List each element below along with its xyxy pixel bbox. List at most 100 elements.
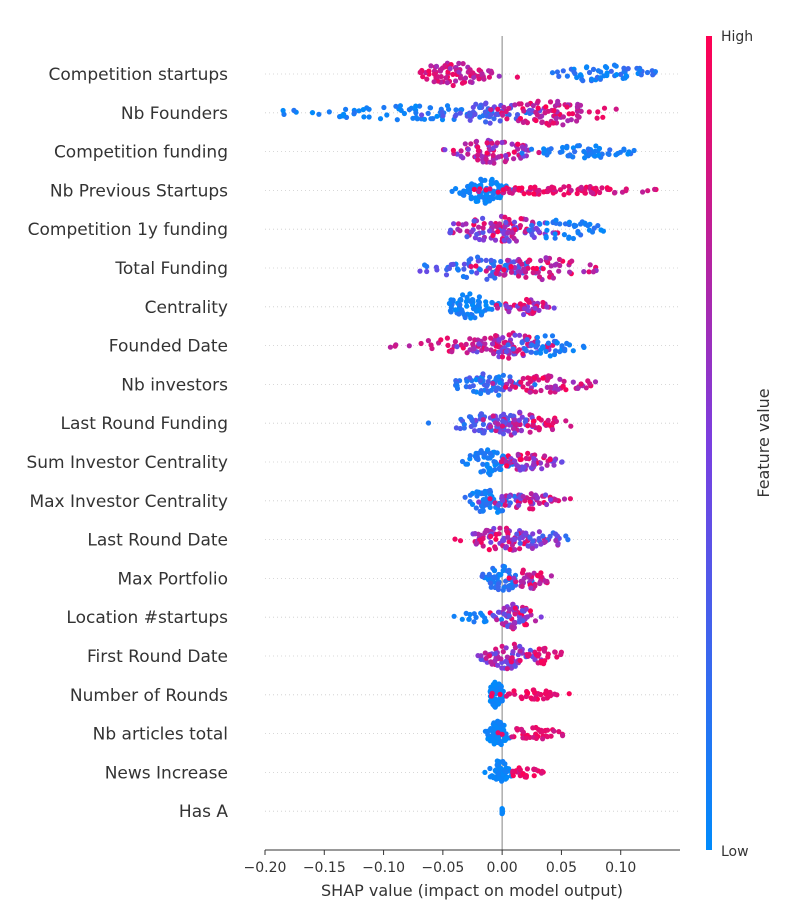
feature-row-points: [446, 291, 557, 321]
data-point: [552, 691, 558, 697]
data-point: [502, 214, 508, 220]
data-point: [596, 145, 603, 152]
data-point: [509, 229, 515, 235]
data-point: [574, 190, 580, 197]
data-point: [467, 112, 473, 119]
data-point: [578, 108, 584, 114]
data-point: [529, 222, 535, 228]
data-point: [490, 232, 496, 239]
feature-label: Competition 1y funding: [28, 220, 228, 240]
data-point: [553, 537, 559, 544]
data-point: [520, 351, 526, 357]
data-point: [489, 300, 495, 306]
data-point: [520, 771, 526, 777]
data-point: [453, 186, 459, 192]
data-point: [483, 655, 489, 661]
data-point: [460, 273, 466, 280]
data-point: [547, 99, 554, 105]
data-point: [488, 533, 494, 540]
data-point: [516, 187, 522, 193]
data-point: [548, 733, 554, 739]
data-point: [530, 422, 536, 428]
data-point: [481, 452, 487, 458]
data-point: [476, 499, 482, 505]
data-point: [553, 348, 559, 354]
data-point: [467, 79, 473, 85]
feature-row-points: [459, 447, 565, 478]
data-point: [475, 157, 481, 163]
data-point: [550, 342, 556, 348]
data-point: [467, 117, 473, 123]
data-point: [574, 113, 581, 119]
data-point: [621, 147, 627, 153]
data-point: [457, 425, 463, 432]
data-point: [503, 153, 509, 159]
data-point: [550, 120, 557, 126]
data-point: [384, 112, 390, 118]
data-point: [488, 335, 494, 341]
data-point: [360, 107, 366, 113]
data-point: [507, 606, 513, 613]
data-point: [495, 229, 501, 235]
data-point: [502, 768, 508, 774]
data-point: [514, 74, 521, 80]
data-point: [499, 665, 505, 671]
feature-label: Nb Previous Startups: [50, 181, 228, 201]
data-point: [578, 381, 584, 387]
data-point: [449, 188, 455, 194]
data-point: [495, 385, 501, 391]
data-point: [533, 767, 539, 773]
data-point: [488, 539, 494, 545]
data-point: [597, 75, 604, 81]
data-point: [467, 453, 473, 459]
data-point: [543, 235, 549, 241]
colorbar-title: Feature value: [754, 388, 773, 497]
data-point: [548, 573, 555, 579]
data-point: [547, 533, 553, 540]
data-point: [602, 64, 609, 70]
data-point: [533, 389, 539, 395]
data-point: [474, 489, 480, 495]
data-point: [440, 113, 446, 119]
data-point: [499, 497, 506, 504]
data-point: [625, 66, 631, 72]
data-point: [537, 460, 544, 466]
data-point: [478, 176, 484, 182]
data-point: [570, 348, 576, 354]
data-point: [559, 459, 565, 465]
data-point: [515, 726, 521, 732]
data-point: [487, 273, 493, 279]
data-point: [539, 119, 545, 125]
data-point: [478, 656, 484, 663]
data-point: [497, 380, 503, 386]
data-point: [566, 235, 572, 241]
feature-label: Total Funding: [114, 259, 228, 279]
data-point: [414, 116, 420, 122]
data-point: [600, 114, 606, 120]
feature-row-points: [499, 806, 505, 817]
data-point: [490, 192, 496, 198]
data-point: [528, 585, 534, 591]
data-point: [525, 265, 531, 271]
data-point: [479, 71, 485, 77]
data-point: [463, 461, 469, 467]
data-point: [493, 376, 499, 382]
data-point: [537, 350, 544, 356]
feature-label: Location #startups: [66, 608, 228, 628]
data-point: [486, 547, 492, 553]
data-point: [499, 139, 505, 146]
feature-label: Last Round Funding: [61, 414, 229, 434]
data-point: [492, 459, 498, 465]
data-point: [532, 618, 539, 624]
data-point: [595, 109, 601, 115]
data-point: [410, 115, 416, 121]
data-point: [575, 230, 581, 236]
data-point: [466, 190, 472, 196]
data-point: [476, 236, 483, 243]
data-point: [489, 176, 495, 182]
data-point: [473, 263, 479, 269]
data-point: [553, 497, 559, 503]
data-point: [431, 79, 437, 85]
data-point: [531, 696, 537, 702]
data-point: [493, 427, 499, 434]
